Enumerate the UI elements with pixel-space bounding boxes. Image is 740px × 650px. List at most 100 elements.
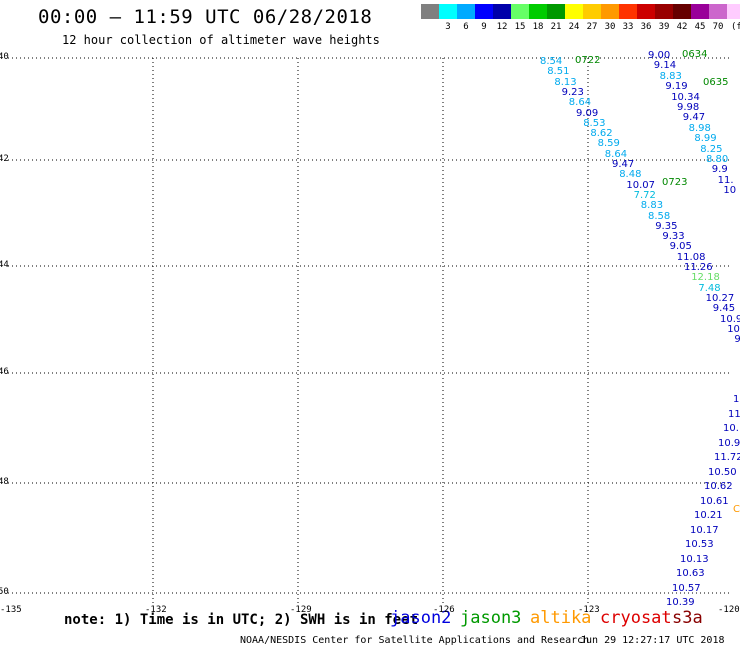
wave-height-value: 11. <box>717 174 734 186</box>
legend-swatch <box>583 4 601 19</box>
legend-label: 18 <box>532 22 544 32</box>
legend-swatch <box>421 4 439 19</box>
wave-height-value: 10. <box>723 423 739 434</box>
wave-height-value: 8.83 <box>659 70 682 82</box>
track-time-label: 0723 <box>662 177 688 188</box>
map-subtitle: 12 hour collection of altimeter wave hei… <box>62 33 380 47</box>
wave-height-value: 11.26 <box>684 262 713 273</box>
legend-label: 9 <box>481 22 487 32</box>
wave-height-value: 10.62 <box>704 481 733 492</box>
wave-height-value: 9.47 <box>612 159 635 170</box>
satellite-name: s3a <box>672 608 703 628</box>
legend-swatch <box>637 4 655 19</box>
wave-height-value: 10.53 <box>685 539 714 550</box>
wave-height-value: 12.18 <box>691 272 720 284</box>
wave-height-value: 8.99 <box>694 133 717 145</box>
legend-label: 45 <box>694 22 706 32</box>
wave-height-value: 10.13 <box>680 553 709 565</box>
longitude-label: -123 <box>578 605 600 615</box>
legend-label: 15 <box>514 22 526 32</box>
legend-swatch <box>655 4 673 19</box>
wave-height-value: 9.45 <box>712 303 736 315</box>
satellite-name: jason3 <box>460 608 522 628</box>
wave-height-value: 8.53 <box>583 117 606 129</box>
latitude-label: 42 <box>0 154 9 164</box>
legend-swatch <box>439 4 457 19</box>
legend-label: 21 <box>550 22 562 32</box>
latitude-label: 40 <box>0 52 9 62</box>
legend-swatch <box>565 4 583 19</box>
longitude-label: -132 <box>145 605 167 615</box>
wave-height-value: 9.00 <box>648 50 671 61</box>
wave-height-value: 8.62 <box>590 128 613 140</box>
wave-height-value: 8.64 <box>604 148 628 160</box>
legend-label: 36 <box>640 22 652 32</box>
wave-height-value: 10.61 <box>700 495 729 507</box>
wave-height-value: 7.48 <box>698 282 721 294</box>
legend-label: 12 <box>496 22 508 32</box>
partial-track-label: C <box>733 504 740 515</box>
legend-swatch <box>673 4 691 19</box>
wave-height-value: 9.05 <box>669 241 692 253</box>
wave-height-value: 9.35 <box>655 220 678 232</box>
latitude-label: 50 <box>0 587 9 597</box>
legend-swatch <box>709 4 727 19</box>
wave-height-value: 8.98 <box>688 122 711 134</box>
map-title: 00:00 – 11:59 UTC 06/28/2018 <box>38 6 373 28</box>
legend-label: 39 <box>658 22 670 32</box>
wave-height-value: 7.72 <box>633 189 656 201</box>
legend-swatch <box>493 4 511 19</box>
legend-label: 6 <box>463 22 469 32</box>
legend-label: 3 <box>445 22 451 32</box>
wave-height-value: 9.14 <box>653 60 677 72</box>
wave-height-value: 8.58 <box>648 210 671 222</box>
wave-height-value: 10.57 <box>672 582 701 594</box>
wave-height-value: 8.51 <box>547 66 570 78</box>
wave-height-value: 9.19 <box>665 81 688 93</box>
wave-height-value: 11 <box>728 408 740 420</box>
wave-height-value: 10 <box>733 394 740 405</box>
track-time-label: 0635 <box>703 77 729 88</box>
track-time-label: 0722 <box>575 55 601 66</box>
legend-swatch <box>457 4 475 19</box>
legend-unit: (ft) <box>731 22 740 32</box>
legend-label: 42 <box>676 22 688 32</box>
wave-height-value: 8.48 <box>619 169 642 181</box>
longitude-label: -135 <box>0 605 22 615</box>
wave-height-value: 9.33 <box>662 231 685 243</box>
satellite-name: altika <box>530 608 592 628</box>
wave-height-value: 8.54 <box>540 56 563 67</box>
wave-height-value: 10.63 <box>676 568 705 579</box>
credit-text: NOAA/NESDIS Center for Satellite Applica… <box>240 635 590 646</box>
legend-label: 27 <box>586 22 598 32</box>
wave-height-value: 11.08 <box>676 251 706 263</box>
wave-height-value: 8.25 <box>700 143 723 155</box>
footer-note: note: 1) Time is in UTC; 2) SWH is in fe… <box>64 612 419 628</box>
wave-height-value: 10.21 <box>694 510 723 521</box>
wave-height-value: 9.98 <box>677 102 700 113</box>
legend-label: 24 <box>568 22 580 32</box>
wave-height-value: 10.1 <box>727 323 740 335</box>
wave-height-value: 10.27 <box>705 292 735 304</box>
wave-height-value: 10.39 <box>666 597 695 608</box>
satellite-name: jason2 <box>390 608 452 628</box>
legend-swatch <box>475 4 493 19</box>
longitude-label: -126 <box>433 605 455 615</box>
track-time-label: 0634 <box>682 49 708 60</box>
wave-height-value: 9.47 <box>682 112 706 124</box>
wave-height-value: 9.09 <box>576 107 599 119</box>
wave-height-value: 10.17 <box>690 524 719 536</box>
legend-swatch <box>529 4 547 19</box>
wave-height-value: 10.34 <box>671 91 700 103</box>
legend-swatch <box>601 4 619 19</box>
timestamp-text: Jun 29 12:27:17 UTC 2018 <box>580 635 725 646</box>
legend-label: 30 <box>604 22 616 32</box>
wave-height-value: 9.23 <box>561 86 584 98</box>
legend-swatch <box>547 4 565 19</box>
legend-swatch <box>691 4 709 19</box>
wave-height-value: 8.59 <box>597 138 620 150</box>
legend-label: 70 <box>712 22 724 32</box>
wave-height-value: 11.72 <box>714 452 740 463</box>
